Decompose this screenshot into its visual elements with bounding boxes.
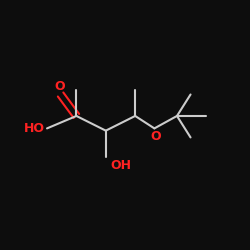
Text: HO: HO bbox=[24, 122, 45, 135]
Text: OH: OH bbox=[110, 159, 131, 172]
Text: O: O bbox=[54, 80, 65, 93]
Text: O: O bbox=[150, 130, 161, 142]
